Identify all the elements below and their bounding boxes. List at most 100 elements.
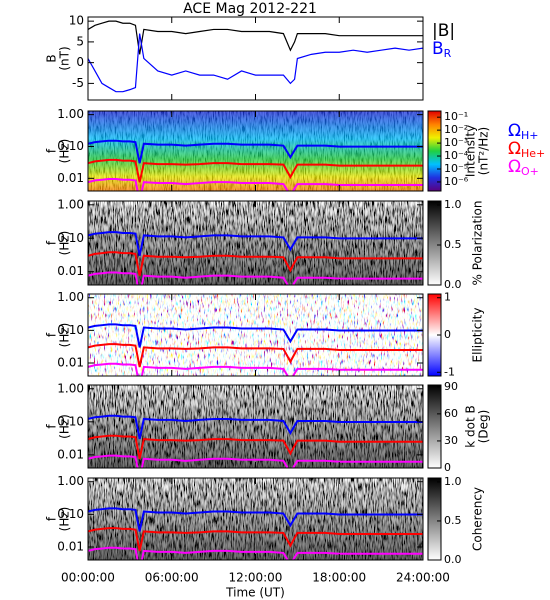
colorbar-tick-label: 10⁻² bbox=[444, 123, 468, 136]
y-tick-label: 1.00 bbox=[57, 474, 84, 488]
legend-label: B bbox=[432, 39, 444, 59]
y-axis-label: (Hz) bbox=[58, 414, 72, 439]
legend-label: Ω bbox=[508, 139, 521, 159]
y-tick-label: 0.01 bbox=[57, 171, 84, 185]
colorbar bbox=[427, 110, 442, 192]
colorbar-label: % Polarization bbox=[471, 201, 485, 286]
series-line bbox=[88, 343, 423, 368]
colorbar-tick-label: -1 bbox=[444, 365, 455, 378]
legend-subscript: R bbox=[444, 47, 452, 60]
y-axis-label: f bbox=[45, 240, 59, 245]
colorbar bbox=[427, 200, 442, 286]
series-line bbox=[88, 178, 423, 191]
colorbar-tick-label: 10⁻¹ bbox=[444, 110, 468, 123]
colorbar-tick-label: 10⁻⁴ bbox=[444, 149, 469, 162]
legend-label: |B| bbox=[432, 21, 455, 41]
series-line bbox=[88, 527, 423, 552]
colorbar bbox=[427, 477, 442, 561]
y-axis-label: f bbox=[45, 516, 59, 521]
y-tick-label: 0.10 bbox=[57, 323, 84, 337]
x-tick-label: 12:00:00 bbox=[229, 571, 283, 585]
colorbar-tick-label: 1.0 bbox=[444, 475, 462, 488]
colorbar-tick-label: 10⁻³ bbox=[444, 136, 468, 149]
spectrogram-shade bbox=[88, 201, 423, 285]
y-tick-label: 5 bbox=[76, 34, 84, 48]
colorbar bbox=[427, 384, 442, 469]
colorbar-tick-label: 0 bbox=[444, 328, 451, 341]
y-axis-label: (Hz) bbox=[58, 231, 72, 256]
legend-entry: ΩH+ bbox=[508, 121, 539, 142]
legend-label: Ω bbox=[508, 157, 521, 177]
colorbar-label: (nT²/Hz) bbox=[477, 127, 491, 175]
y-tick-label: 0.01 bbox=[57, 447, 84, 461]
colorbar-label: Intensity bbox=[464, 125, 478, 177]
y-tick-label: 0.10 bbox=[57, 231, 84, 245]
y-axis-label: (nT) bbox=[58, 46, 72, 70]
colorbar-tick-label: 90 bbox=[444, 380, 458, 393]
colorbar-label: k dot B bbox=[464, 405, 478, 447]
y-axis-label: (Hz) bbox=[58, 507, 72, 532]
colorbar-tick-label: 10⁻⁵ bbox=[444, 162, 468, 175]
y-axis-label: f bbox=[45, 332, 59, 337]
y-tick-label: -5 bbox=[72, 76, 84, 90]
colorbar-tick-label: 30 bbox=[444, 434, 458, 447]
y-axis-label: f bbox=[45, 424, 59, 429]
legend-entry: ΩO+ bbox=[508, 157, 539, 178]
y-tick-label: 10 bbox=[69, 14, 84, 28]
series-line bbox=[88, 231, 423, 256]
y-tick-label: 0.10 bbox=[57, 507, 84, 521]
series-line bbox=[88, 362, 423, 376]
legend-label: Ω bbox=[508, 121, 521, 141]
colorbar-tick-label: 0.0 bbox=[444, 553, 462, 566]
y-tick-label: 1.00 bbox=[57, 381, 84, 395]
legend-subscript: O+ bbox=[521, 165, 539, 178]
legend-entry: BR bbox=[432, 39, 452, 60]
y-tick-label: 0.10 bbox=[57, 139, 84, 153]
colorbar-tick-label: 1 bbox=[444, 291, 451, 304]
x-axis-label: Time (UT) bbox=[225, 586, 285, 600]
y-axis-label: f bbox=[45, 148, 59, 153]
series-line bbox=[88, 139, 423, 164]
series-line bbox=[88, 454, 423, 468]
legend-subscript: He+ bbox=[521, 147, 545, 160]
series-line bbox=[88, 271, 423, 285]
series-line bbox=[88, 20, 423, 55]
series-line bbox=[88, 251, 423, 277]
x-tick-label: 00:00:00 bbox=[61, 571, 115, 585]
spectrogram-shade bbox=[88, 478, 423, 560]
series-line bbox=[88, 414, 423, 440]
series-line bbox=[88, 33, 423, 93]
series-line bbox=[88, 323, 423, 348]
y-axis-label: B bbox=[45, 54, 59, 62]
colorbar-label: Coherency bbox=[471, 487, 485, 551]
y-axis-label: (Hz) bbox=[58, 139, 72, 164]
colorbar-tick-label: 60 bbox=[444, 407, 458, 420]
y-tick-label: 0.01 bbox=[57, 540, 84, 554]
x-tick-label: 06:00:00 bbox=[145, 571, 199, 585]
series-line bbox=[88, 507, 423, 532]
legend-entry: ΩHe+ bbox=[508, 139, 545, 160]
colorbar-tick-label: 0.5 bbox=[444, 514, 462, 527]
x-tick-label: 18:00:00 bbox=[312, 571, 366, 585]
colorbar-tick-label: 0.5 bbox=[444, 238, 462, 251]
y-tick-label: 1.00 bbox=[57, 290, 84, 304]
series-line bbox=[88, 158, 423, 183]
series-line bbox=[88, 546, 423, 560]
y-tick-label: 0.10 bbox=[57, 414, 84, 428]
legend-subscript: H+ bbox=[521, 129, 539, 142]
legend-entry: |B| bbox=[432, 21, 455, 41]
y-tick-label: 1.00 bbox=[57, 107, 84, 121]
colorbar-tick-label: 10⁻⁶ bbox=[444, 175, 469, 188]
colorbar-tick-label: 0 bbox=[444, 461, 451, 474]
colorbar-label: (Deg) bbox=[477, 410, 491, 444]
spectrogram-shade bbox=[88, 385, 423, 468]
y-tick-label: 0 bbox=[76, 55, 84, 69]
x-tick-label: 24:00:00 bbox=[396, 571, 450, 585]
spectrogram bbox=[88, 294, 423, 376]
y-axis-label: (Hz) bbox=[58, 323, 72, 348]
y-tick-label: 0.01 bbox=[57, 264, 84, 278]
chart-title: ACE Mag 2012-221 bbox=[183, 1, 317, 17]
spectrogram-texture bbox=[88, 111, 423, 191]
colorbar-label: Ellipticity bbox=[471, 308, 485, 363]
